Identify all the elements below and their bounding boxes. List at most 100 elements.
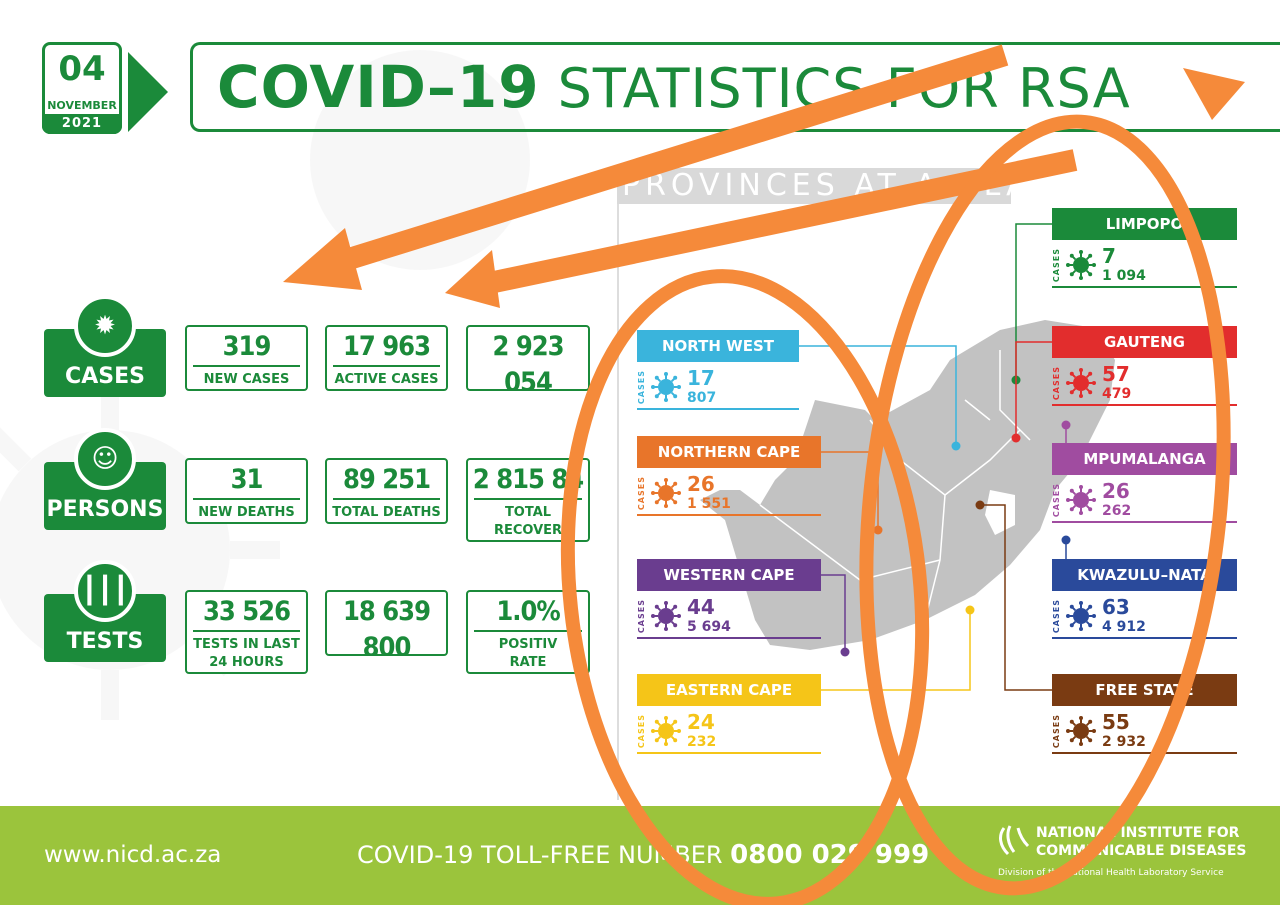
province-map-marker	[840, 647, 850, 657]
province-card: LIMPOPO CASES 7 1 094	[1052, 208, 1237, 288]
province-active-cases: 262	[1102, 503, 1132, 519]
category-label: PERSONS	[46, 497, 164, 522]
province-underline	[1052, 404, 1237, 406]
province-leader-line	[980, 504, 1052, 691]
province-card: GAUTENG CASES 57 479	[1052, 326, 1237, 406]
province-map-marker	[1011, 433, 1021, 443]
province-name: WESTERN CAPE	[637, 559, 821, 591]
virus-icon	[1066, 368, 1096, 398]
stat-label-line2: RATE	[509, 655, 547, 670]
stat-card: 17 963 ACTIVE CASES	[325, 325, 448, 391]
province-name: NORTH WEST	[637, 330, 799, 362]
stat-value: 89 251	[343, 464, 431, 495]
province-underline	[1052, 637, 1237, 639]
virus-icon	[1066, 601, 1096, 631]
province-underline	[1052, 752, 1237, 754]
virus-icon	[1066, 485, 1096, 515]
province-new-cases: 55	[1102, 710, 1130, 734]
stat-label-line2: RECOVER	[493, 523, 563, 538]
virus-icon	[651, 478, 681, 508]
nicd-name-line2: COMMUNICABLE DISEASES	[1036, 843, 1247, 859]
stat-label: NEW DEATHS	[198, 505, 295, 520]
province-card: KWAZULU–NATA CASES 63 4 912	[1052, 559, 1237, 639]
virus-icon	[1066, 716, 1096, 746]
stat-value: 33 526	[203, 596, 291, 627]
stat-value: 2 923 054	[492, 331, 564, 391]
stat-card: 18 639 800TOTAL TESTS	[325, 590, 448, 656]
category-badge-tests: TESTS	[44, 594, 166, 662]
stat-value: 31	[230, 464, 264, 495]
virus-icon	[651, 372, 681, 402]
province-new-cases: 44	[687, 595, 715, 619]
date-arrow-icon	[128, 52, 168, 132]
province-map-marker	[951, 441, 961, 451]
province-name: KWAZULU–NATA	[1052, 559, 1237, 591]
stat-divider	[333, 365, 440, 367]
stat-divider	[474, 498, 582, 500]
virus-icon: ✹	[74, 295, 136, 357]
province-underline	[637, 408, 799, 410]
province-active-cases: 232	[687, 734, 717, 750]
stat-card: 33 526 TESTS IN LAST 24 HOURS	[185, 590, 308, 674]
cases-tag: CASES	[1052, 714, 1061, 749]
province-underline	[637, 752, 821, 754]
province-new-cases: 26	[687, 472, 715, 496]
province-map-marker	[873, 525, 883, 535]
province-new-cases: 26	[1102, 479, 1130, 503]
province-name: MPUMALANGA	[1052, 443, 1237, 475]
province-name: GAUTENG	[1052, 326, 1237, 358]
province-name: LIMPOPO	[1052, 208, 1237, 240]
province-new-cases: 57	[1102, 362, 1130, 386]
province-new-cases: 63	[1102, 595, 1130, 619]
stat-value: 18 639 800	[343, 596, 431, 656]
category-label: CASES	[65, 364, 145, 389]
stat-label: TOTAL	[504, 505, 552, 520]
province-underline	[637, 514, 821, 516]
province-card: NORTHERN CAPE CASES 26 1 551	[637, 436, 821, 516]
date-badge: 04 NOVEMBER 2021	[42, 42, 122, 134]
toll-free-label: COVID-19 TOLL-FREE NUMBER	[357, 841, 723, 869]
cases-tag: CASES	[1052, 248, 1061, 283]
province-card: FREE STATE CASES 55 2 932	[1052, 674, 1237, 754]
province-card: NORTH WEST CASES 17 807	[637, 330, 799, 410]
date-month: NOVEMBER	[47, 99, 117, 112]
cases-tag: CASES	[1052, 599, 1061, 634]
cases-tag: CASES	[637, 714, 646, 749]
province-leader-line	[1015, 341, 1052, 438]
category-label: TESTS	[66, 629, 144, 654]
province-new-cases: 7	[1102, 244, 1116, 268]
nicd-logo-icon	[999, 825, 1030, 856]
stat-card: 319 NEW CASES	[185, 325, 308, 391]
province-active-cases: 479	[1102, 386, 1132, 402]
province-name: FREE STATE	[1052, 674, 1237, 706]
province-active-cases: 807	[687, 390, 717, 406]
nicd-name: NATIONAL INSTITUTE FOR COMMUNICABLE DISE…	[1036, 824, 1247, 860]
province-underline	[1052, 286, 1237, 288]
toll-free-digits[interactable]: 0800 029 999	[730, 840, 930, 870]
cases-tag: CASES	[637, 370, 646, 405]
date-day: 04	[58, 49, 106, 89]
stat-label: TOTAL DEATHS	[332, 505, 441, 520]
stat-label-line2: 24 HOURS	[209, 655, 284, 670]
province-leader-line	[821, 574, 846, 652]
province-leader-line	[821, 451, 879, 530]
stat-card: 89 251 TOTAL DEATHS	[325, 458, 448, 524]
province-underline	[1052, 521, 1237, 523]
nicd-name-line1: NATIONAL INSTITUTE FOR	[1036, 825, 1240, 841]
province-leader-line	[1015, 223, 1052, 380]
website-link[interactable]: www.nicd.ac.za	[44, 842, 222, 868]
stat-divider	[193, 365, 300, 367]
stat-value: 1.0%	[496, 596, 560, 627]
virus-icon	[651, 601, 681, 631]
stat-label: ACTIVE CASES	[334, 372, 439, 387]
stat-card: 31 NEW DEATHS	[185, 458, 308, 524]
cases-tag: CASES	[1052, 366, 1061, 401]
stat-divider	[474, 630, 582, 632]
province-active-cases: 1 094	[1102, 268, 1146, 284]
toll-free-number: COVID-19 TOLL-FREE NUMBER 0800 029 999	[357, 840, 929, 870]
test-tubes-icon: ┃┃┃	[74, 560, 136, 622]
province-name: EASTERN CAPE	[637, 674, 821, 706]
province-new-cases: 17	[687, 366, 715, 390]
province-active-cases: 1 551	[687, 496, 731, 512]
province-card: MPUMALANGA CASES 26 262	[1052, 443, 1237, 523]
